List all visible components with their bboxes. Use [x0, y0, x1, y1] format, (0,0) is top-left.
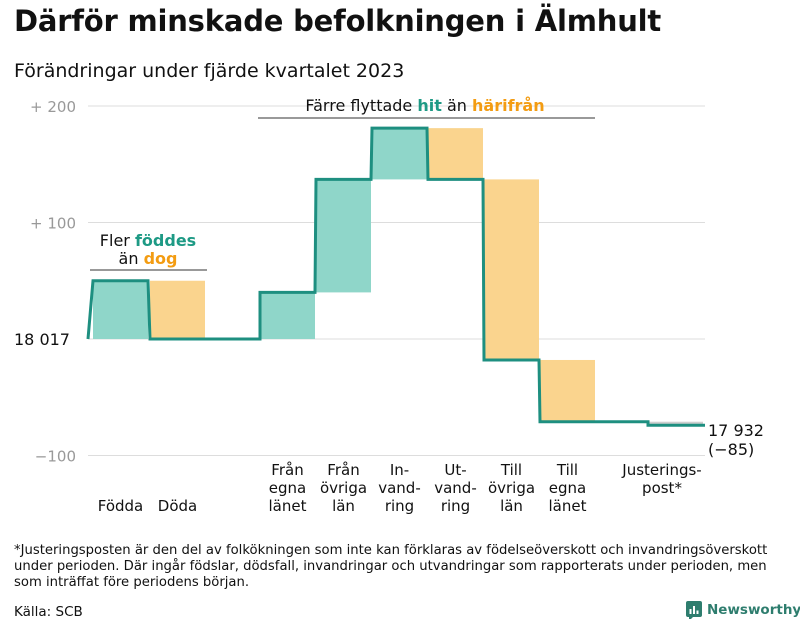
- chart-title: Därför minskade befolkningen i Älmhult: [14, 4, 662, 38]
- annotation-part: Fler: [100, 231, 135, 250]
- category-label: egna: [269, 479, 306, 497]
- end-value-label: 17 932: [708, 421, 764, 440]
- waterfall-bar: [93, 280, 148, 339]
- category-label: länet: [549, 497, 587, 515]
- chart-subtitle: Förändringar under fjärde kvartalet 2023: [14, 60, 405, 82]
- category-label: Döda: [158, 497, 197, 515]
- category-label: Till: [500, 461, 522, 479]
- start-value-label: 18 017: [14, 330, 70, 349]
- waterfall-bar: [484, 179, 539, 360]
- y-tick-label: + 200: [30, 98, 76, 116]
- category-label: Födda: [98, 497, 144, 515]
- footnote: *Justeringsposten är den del av folkökni…: [14, 543, 768, 590]
- brand-name: Newsworthy: [707, 602, 800, 618]
- adjustment-bar: [648, 421, 703, 426]
- waterfall-bar: [316, 179, 371, 293]
- category-label: Ut-: [444, 461, 466, 479]
- category-label: län: [500, 497, 523, 515]
- annotation-moves: Färre flyttade hit än härifrån: [305, 96, 544, 115]
- annotation-part: föddes: [135, 231, 196, 250]
- category-label: övriga: [488, 479, 535, 497]
- annotation-part: än: [442, 96, 472, 115]
- category-label: vand-: [378, 479, 421, 497]
- annotation-births-line1: Fler föddes: [100, 231, 196, 250]
- annotation-part: härifrån: [472, 96, 545, 115]
- annotation-births-line2: än dog: [119, 249, 178, 268]
- annotation-part: dog: [144, 249, 178, 268]
- bar-chart-logo-icon: [686, 601, 702, 619]
- net-change-label: (−85): [708, 440, 754, 459]
- category-label: län: [332, 497, 355, 515]
- category-label: länet: [269, 497, 307, 515]
- category-label: Justerings-: [621, 461, 701, 479]
- y-tick-label: + 100: [30, 215, 76, 233]
- category-label: vand-: [434, 479, 477, 497]
- waterfall-bar: [150, 280, 205, 339]
- category-label: ring: [441, 497, 470, 515]
- source-note: Källa: SCB: [14, 604, 83, 620]
- annotation-part: än: [119, 249, 144, 268]
- y-tick-label: −100: [35, 448, 76, 466]
- category-label: egna: [549, 479, 586, 497]
- running-total-line: [86, 126, 705, 427]
- category-label: Från: [271, 461, 303, 479]
- category-label: post*: [642, 479, 682, 497]
- annotation-part: hit: [417, 96, 442, 115]
- category-label: In-: [390, 461, 409, 479]
- category-label: ring: [385, 497, 414, 515]
- annotation-part: Färre flyttade: [305, 96, 417, 115]
- category-label: Från: [327, 461, 359, 479]
- waterfall-bar: [372, 128, 427, 180]
- category-label: övriga: [320, 479, 367, 497]
- category-label: Till: [556, 461, 578, 479]
- waterfall-chart: + 200 + 100 −100 18 017 17 932(−85) Födda Döda…: [14, 96, 764, 515]
- waterfall-bar: [260, 292, 315, 339]
- waterfall-bar: [540, 359, 595, 422]
- brand-logo: Newsworthy: [686, 601, 800, 619]
- waterfall-bar: [428, 128, 483, 180]
